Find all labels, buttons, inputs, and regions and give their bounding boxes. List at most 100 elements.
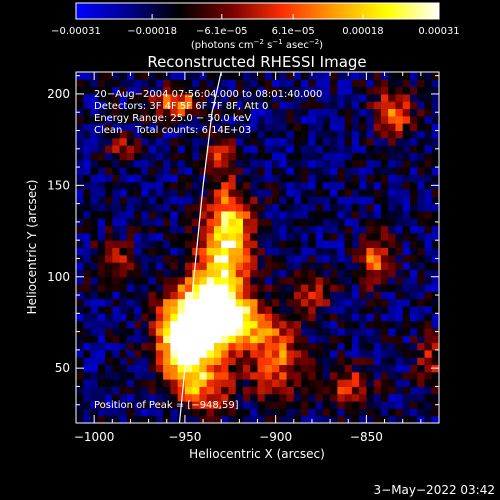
heatmap-pixel [308,123,317,131]
heatmap-pixel [134,306,142,314]
heatmap-pixel [155,108,164,117]
heatmap-pixel [431,306,439,314]
heatmap-pixel [301,159,309,168]
heatmap-pixel [228,357,237,365]
heatmap-pixel [322,408,331,417]
heatmap-pixel [272,364,280,373]
heatmap-pixel [257,167,266,175]
heatmap-pixel [315,79,324,88]
heatmap-pixel [90,210,99,219]
heatmap-pixel [293,79,302,88]
heatmap-pixel [250,386,258,395]
heatmap-pixel [366,393,375,402]
heatmap-pixel [308,313,317,322]
heatmap-pixel [155,196,164,205]
heatmap-pixel [235,276,244,285]
heatmap-pixel [119,364,128,373]
heatmap-pixel [170,306,179,314]
heatmap-pixel [388,130,396,139]
heatmap-pixel [373,240,382,248]
heatmap-pixel [264,320,273,329]
heatmap-pixel [199,159,208,168]
heatmap-pixel [315,415,324,423]
heatmap-pixel [330,401,338,409]
heatmap-pixel [301,101,309,110]
heatmap-pixel [322,86,331,95]
heatmap-pixel [83,86,92,95]
heatmap-pixel [155,123,164,131]
heatmap-pixel [264,145,273,153]
heatmap-pixel [388,145,396,153]
heatmap-pixel [184,386,193,395]
heatmap-pixel [199,240,208,248]
heatmap-pixel [388,327,396,336]
heatmap-pixel [293,349,302,358]
heatmap-pixel [366,86,375,95]
heatmap-pixel [228,364,237,373]
heatmap-pixel [184,203,193,212]
heatmap-pixel [148,210,157,219]
heatmap-pixel [213,159,222,168]
heatmap-pixel [380,276,389,285]
heatmap-pixel [192,276,200,285]
heatmap-pixel [105,284,113,292]
heatmap-pixel [359,101,367,110]
heatmap-pixel [315,152,324,161]
heatmap-pixel [148,276,157,285]
heatmap-pixel [184,393,193,402]
heatmap-pixel [337,145,346,153]
heatmap-pixel [301,291,309,300]
heatmap-pixel [148,196,157,205]
heatmap-pixel [359,86,367,95]
heatmap-pixel [322,379,331,387]
heatmap-pixel [380,364,389,373]
heatmap-pixel [235,210,244,219]
heatmap-pixel [126,291,135,300]
heatmap-pixel [388,269,396,278]
heatmap-pixel [366,357,375,365]
heatmap-pixel [105,101,113,110]
heatmap-pixel [330,174,338,183]
heatmap-pixel [351,167,360,175]
heatmap-pixel [315,327,324,336]
heatmap-pixel [97,298,106,307]
heatmap-pixel [177,203,186,212]
heatmap-pixel [293,262,302,270]
heatmap-pixel [308,108,317,117]
heatmap-pixel [105,218,113,227]
heatmap-pixel [322,203,331,212]
heatmap-pixel [272,86,280,95]
heatmap-pixel [315,379,324,387]
heatmap-pixel [264,108,273,117]
heatmap-pixel [192,145,200,153]
heatmap-pixel [264,254,273,263]
heatmap-pixel [308,101,317,110]
heatmap-pixel [272,108,280,117]
heatmap-pixel [315,145,324,153]
heatmap-image [76,72,439,423]
heatmap-pixel [76,159,84,168]
heatmap-pixel [206,291,215,300]
heatmap-pixel [272,79,280,88]
heatmap-pixel [424,364,433,373]
heatmap-pixel [322,262,331,270]
heatmap-pixel [228,371,237,380]
heatmap-pixel [402,189,411,197]
heatmap-pixel [431,123,439,131]
heatmap-pixel [206,342,215,351]
heatmap-pixel [242,306,251,314]
heatmap-pixel [286,174,295,183]
heatmap-pixel [330,79,338,88]
heatmap-pixel [388,86,396,95]
heatmap-pixel [322,415,331,423]
heatmap-pixel [431,298,439,307]
heatmap-pixel [83,189,92,197]
heatmap-pixel [90,240,99,248]
heatmap-pixel [184,152,193,161]
heatmap-pixel [366,123,375,131]
heatmap-pixel [424,101,433,110]
heatmap-pixel [105,335,113,344]
heatmap-pixel [105,291,113,300]
heatmap-pixel [351,320,360,329]
heatmap-pixel [330,210,338,219]
